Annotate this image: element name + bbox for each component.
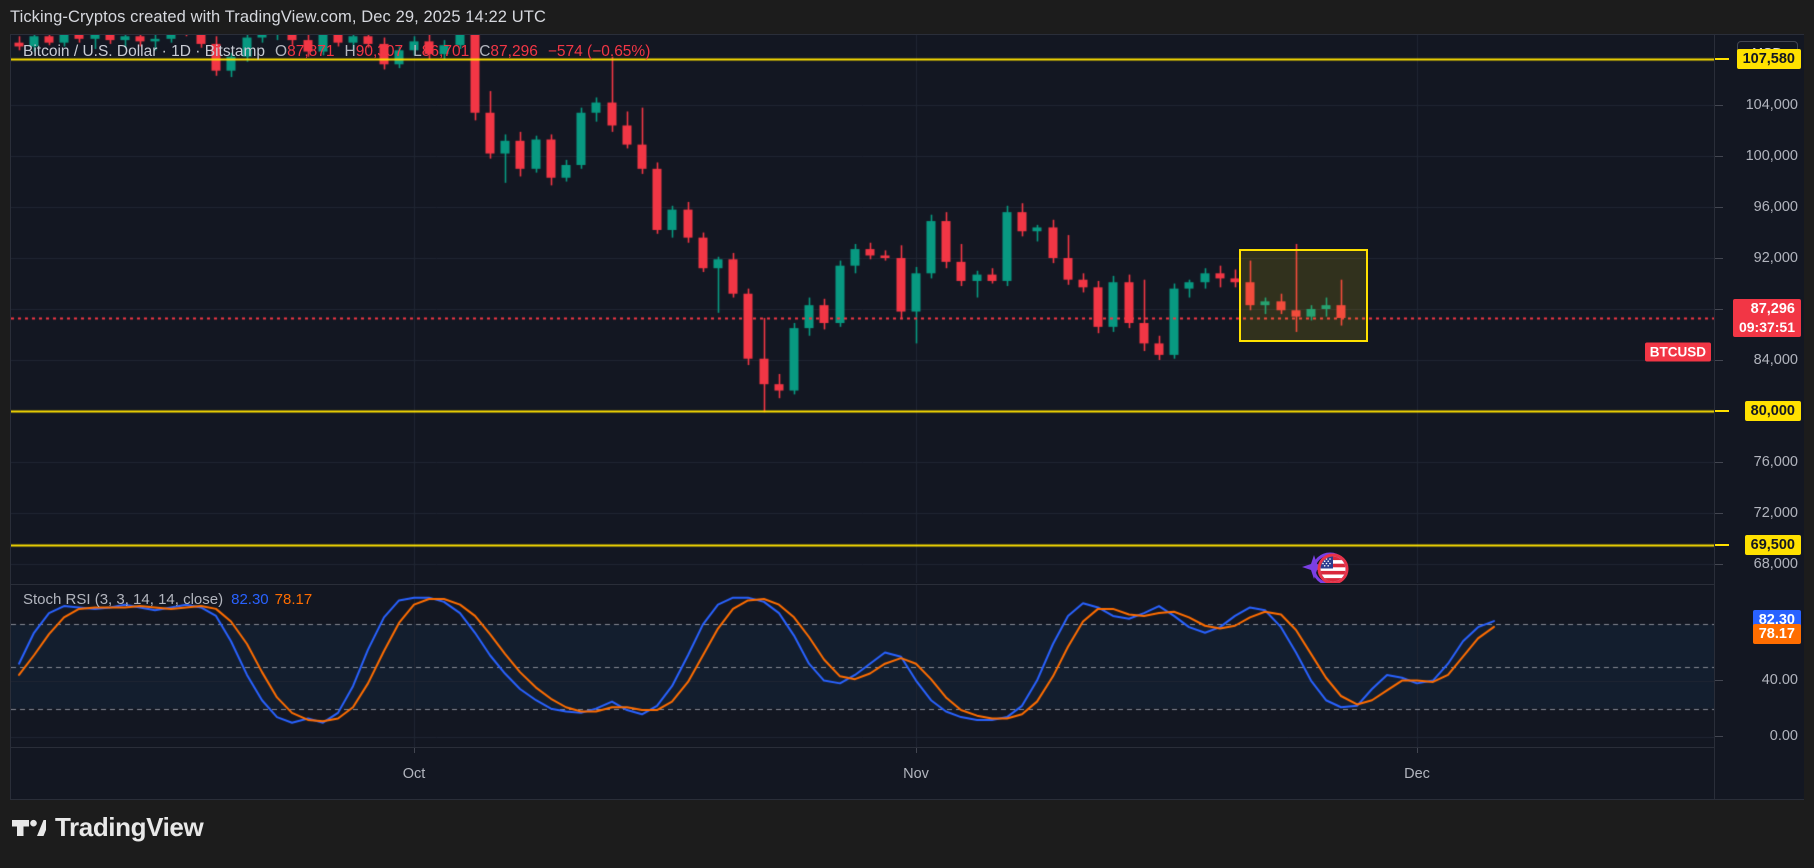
rsi-axis-tick-000: 0.00	[1769, 727, 1798, 744]
last-price-badge[interactable]: 87,296 09:37:51	[1732, 298, 1801, 337]
price-axis-tick-stub	[1715, 258, 1723, 260]
price-axis-tick-92000: 92,000	[1753, 250, 1798, 267]
price-axis-tick-100000: 100,000	[1745, 148, 1798, 165]
price-axis-tick-stub	[1715, 543, 1729, 546]
price-axis-tick-stub	[1715, 105, 1723, 107]
time-axis-label-oct: Oct	[402, 766, 426, 782]
last-price-value: 87,296	[1750, 300, 1795, 317]
price-axis-tick-stub	[1715, 409, 1729, 412]
symbol-price-tag[interactable]: BTCUSD	[1644, 342, 1711, 362]
time-axis-label-nov: Nov	[903, 766, 929, 782]
price-axis[interactable]: USD 107,580104,000100,00096,00092,00088,…	[1714, 35, 1804, 799]
bar-countdown: 09:37:51	[1738, 318, 1795, 335]
price-axis-tick-96000: 96,000	[1753, 199, 1798, 216]
stoch-rsi-d-badge[interactable]: 78.17	[1752, 623, 1801, 644]
price-axis-tick-72000: 72,000	[1753, 504, 1798, 521]
time-axis[interactable]: OctNovDec2026Feb	[11, 747, 1714, 799]
page-title: Ticking-Cryptos created with TradingView…	[10, 8, 546, 26]
price-axis-tick-stub	[1715, 156, 1723, 158]
price-axis-tick-stub	[1715, 512, 1723, 514]
tradingview-wordmark: TradingView	[55, 812, 204, 842]
price-axis-tick-stub	[1715, 309, 1723, 310]
stoch-rsi-chart-canvas[interactable]	[11, 585, 1714, 747]
rsi-axis-tick-4000: 40.00	[1761, 671, 1798, 688]
price-axis-tick-68000: 68,000	[1753, 555, 1798, 572]
price-axis-tick-stub	[1715, 58, 1729, 61]
price-axis-tick-stub	[1715, 359, 1723, 361]
price-axis-tick-104000: 104,000	[1745, 97, 1798, 114]
price-axis-tick-76000: 76,000	[1753, 453, 1798, 470]
chart-frame: Bitcoin / U.S. Dollar · 1D · Bitstamp O87…	[10, 34, 1804, 800]
candlestick-chart-canvas[interactable]	[11, 35, 1714, 583]
price-axis-tick-stub	[1715, 563, 1723, 565]
time-axis-tick	[1417, 748, 1418, 753]
highlight-rectangle-annotation[interactable]	[1238, 249, 1369, 343]
footer-branding: TradingView	[12, 812, 204, 843]
time-axis-tick	[916, 748, 917, 753]
price-axis-highlight-107580[interactable]: 107,580	[1736, 49, 1801, 70]
price-axis-tick-stub	[1715, 461, 1723, 463]
price-pane[interactable]: Bitcoin / U.S. Dollar · 1D · Bitstamp O87…	[11, 35, 1714, 583]
price-axis-tick-stub	[1715, 207, 1723, 209]
tradingview-logo-icon	[12, 819, 46, 836]
us-flag-sparkle-sticker[interactable]	[1300, 549, 1352, 583]
stoch-rsi-pane[interactable]: Stoch RSI (3, 3, 14, 14, close) 82.30 78.1…	[11, 584, 1714, 747]
time-axis-label-dec: Dec	[1404, 766, 1430, 782]
rsi-axis-tick-stub	[1715, 679, 1723, 681]
time-axis-tick	[414, 748, 415, 753]
price-axis-highlight-69500[interactable]: 69,500	[1744, 534, 1801, 555]
price-axis-highlight-80000[interactable]: 80,000	[1744, 400, 1801, 421]
price-axis-tick-84000: 84,000	[1753, 351, 1798, 368]
rsi-axis-tick-stub	[1715, 735, 1723, 737]
